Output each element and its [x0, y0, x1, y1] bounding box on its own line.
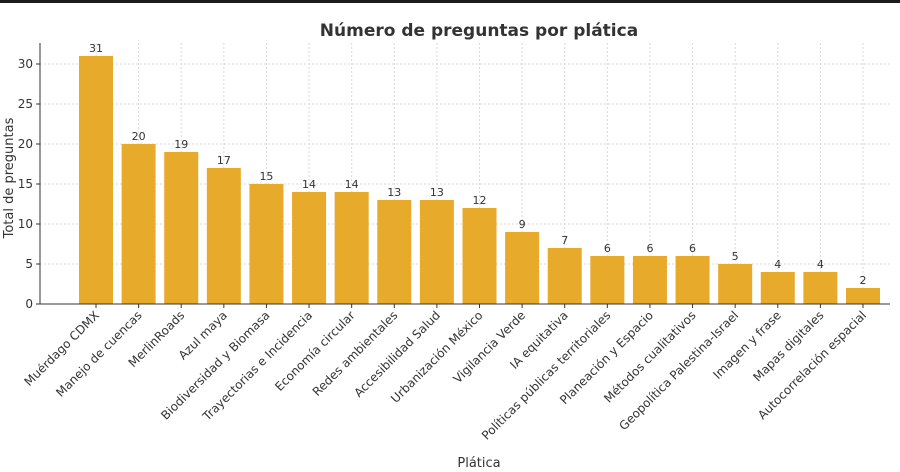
- data-label: 14: [345, 178, 359, 191]
- axes: [36, 43, 890, 308]
- y-tick-label: 5: [25, 257, 33, 271]
- bar: [846, 288, 880, 304]
- data-label: 4: [774, 258, 781, 271]
- y-tick-label: 25: [18, 97, 33, 111]
- bar: [292, 192, 327, 304]
- bar-chart: Número de preguntas por plática Total de…: [2, 21, 890, 471]
- data-label: 13: [387, 186, 401, 199]
- bar: [249, 184, 284, 304]
- data-label: 20: [132, 130, 146, 143]
- y-tick-label: 0: [25, 297, 33, 311]
- bar: [590, 256, 625, 304]
- data-label: 4: [817, 258, 824, 271]
- x-axis-label: Plática: [457, 456, 500, 471]
- bar: [206, 168, 241, 304]
- bar: [760, 272, 795, 304]
- data-label: 14: [302, 178, 316, 191]
- y-axis-label: Total de preguntas: [2, 117, 17, 239]
- data-label: 6: [646, 242, 653, 255]
- y-tick-label: 20: [18, 137, 33, 151]
- bar: [121, 144, 156, 304]
- bars: [79, 56, 880, 304]
- y-tick-label: 15: [18, 177, 33, 191]
- bar: [419, 200, 454, 304]
- data-label: 13: [430, 186, 444, 199]
- data-label: 19: [174, 138, 188, 151]
- data-label: 12: [473, 194, 487, 207]
- bar: [632, 256, 667, 304]
- bar: [547, 248, 582, 304]
- data-label: 31: [89, 42, 103, 55]
- y-tick-label: 30: [18, 57, 33, 71]
- data-label: 5: [732, 250, 739, 263]
- data-label: 2: [860, 274, 867, 287]
- bar: [377, 200, 412, 304]
- data-label: 6: [604, 242, 611, 255]
- bar: [505, 232, 540, 304]
- bar: [675, 256, 710, 304]
- bar: [79, 56, 113, 304]
- data-label: 17: [217, 154, 231, 167]
- data-label: 7: [561, 234, 568, 247]
- bar: [718, 264, 753, 304]
- x-tick-label: Vigilancia Verde: [450, 308, 528, 386]
- data-label: 6: [689, 242, 696, 255]
- data-label: 9: [519, 218, 526, 231]
- bar: [462, 208, 497, 304]
- bar: [164, 152, 199, 304]
- data-label: 15: [259, 170, 273, 183]
- bar: [803, 272, 838, 304]
- x-tick-label: Economía circular: [272, 308, 358, 394]
- bar: [334, 192, 369, 304]
- chart-title: Número de preguntas por plática: [320, 21, 638, 41]
- y-tick-label: 10: [18, 217, 33, 231]
- x-tick-label: Muérdago CDMX: [22, 308, 103, 389]
